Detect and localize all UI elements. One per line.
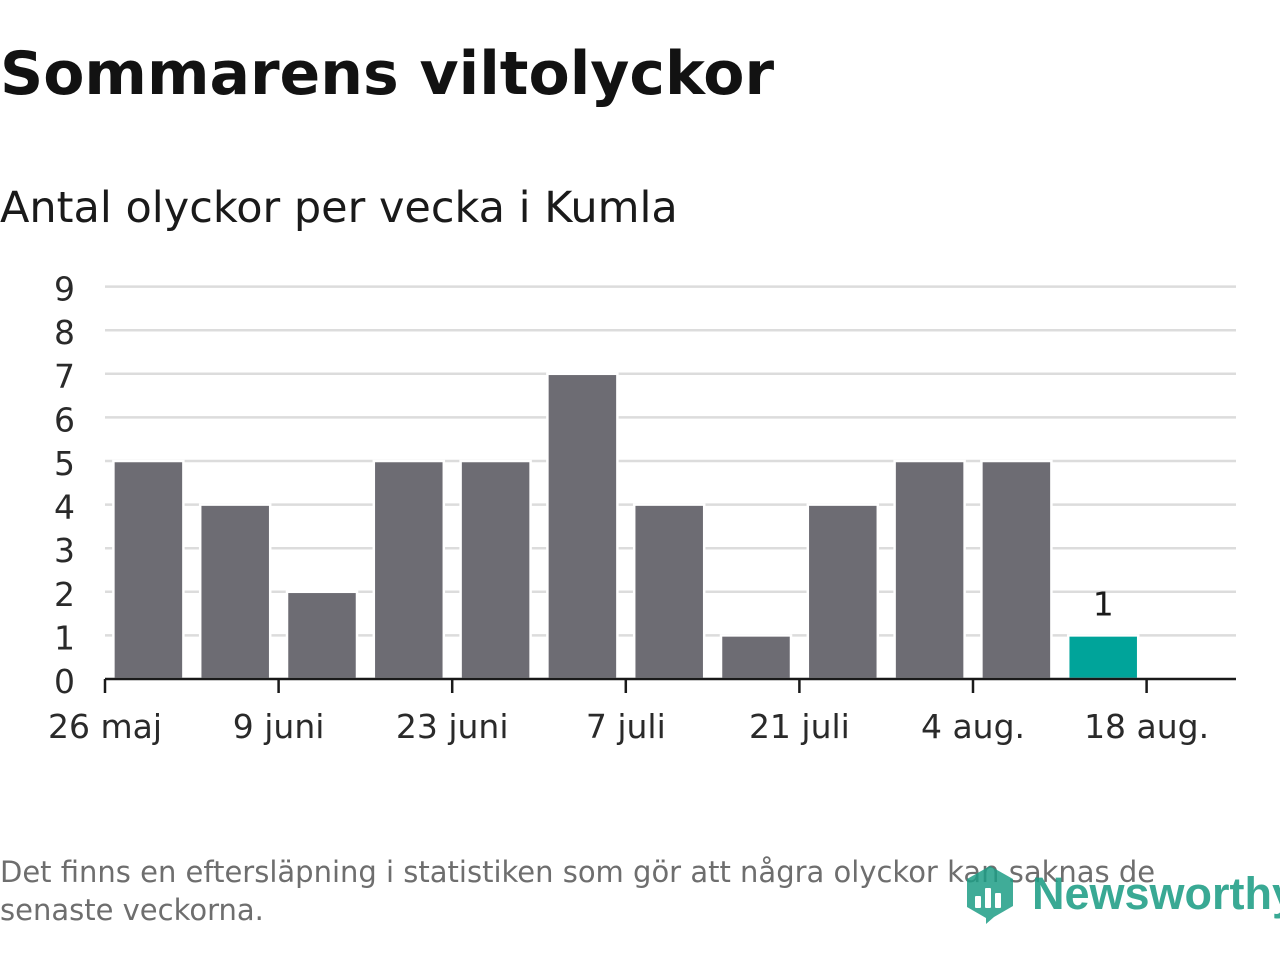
x-tick-label: 26 maj	[48, 707, 162, 746]
bar	[980, 459, 1053, 681]
bar-value-label: 1	[1093, 584, 1114, 623]
y-tick-label: 8	[54, 313, 75, 352]
x-tick-label: 7 juli	[586, 707, 666, 746]
footnote: Det finns en eftersläpning i statistiken…	[0, 855, 1156, 927]
x-tick-label: 18 aug.	[1084, 707, 1209, 746]
y-tick-label: 6	[54, 400, 75, 439]
y-tick-label: 5	[54, 444, 75, 483]
bar	[459, 459, 532, 681]
y-tick-label: 4	[54, 488, 75, 527]
chart-subtitle: Antal olyckor per vecka i Kumla	[0, 183, 678, 233]
chart-title: Sommarens viltolyckor	[0, 39, 775, 109]
bar	[719, 634, 793, 681]
bar	[285, 590, 359, 681]
newsworthy-logo-icon	[967, 866, 1013, 924]
y-tick-label: 9	[54, 270, 75, 309]
y-tick-label: 7	[54, 357, 75, 396]
y-tick-label: 1	[54, 618, 75, 657]
bar	[1066, 634, 1140, 681]
y-tick-label: 0	[54, 662, 75, 701]
x-tick-label: 4 aug.	[921, 707, 1025, 746]
bar	[632, 503, 706, 681]
y-tick-label: 3	[54, 531, 75, 570]
newsworthy-logo: Newsworthy	[964, 862, 1280, 926]
x-tick-label: 23 juni	[396, 707, 509, 746]
y-tick-label: 2	[54, 575, 75, 614]
bar	[372, 459, 446, 681]
bar	[112, 459, 185, 681]
bar-chart: 0 1 2 3 4 5 6 7 8 9 26 maj 9 juni 23 juni 7 juli 21 j…	[48, 270, 1236, 746]
x-axis: 26 maj 9 juni 23 juni 7 juli 21 juli 4 aug. 18…	[48, 677, 1236, 746]
y-axis-tick-labels: 0 1 2 3 4 5 6 7 8 9	[54, 270, 75, 701]
bar	[198, 503, 272, 681]
x-tick-label: 9 juni	[233, 707, 325, 746]
logo-text: Newsworthy	[1032, 868, 1280, 919]
bar	[893, 459, 966, 681]
x-tick-label: 21 juli	[749, 707, 850, 746]
bar	[806, 503, 880, 681]
bars	[112, 372, 1140, 681]
data-labels: 1	[1093, 584, 1114, 623]
bar	[546, 372, 619, 681]
